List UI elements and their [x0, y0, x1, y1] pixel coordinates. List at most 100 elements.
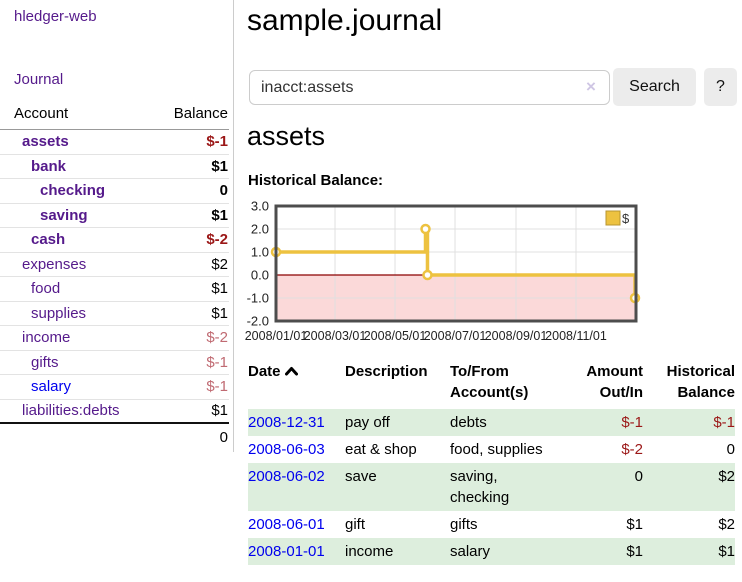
- account-balance: 0: [219, 182, 228, 200]
- sidebar-item-journal[interactable]: Journal: [14, 71, 64, 88]
- transaction-accounts: saving, checking: [450, 468, 510, 506]
- transaction-row[interactable]: 2008-06-01 gift gifts $1 $2: [248, 511, 735, 538]
- account-balance: $1: [211, 157, 228, 175]
- sidebar-account-row: assets $-1: [0, 130, 229, 155]
- transaction-date-link[interactable]: 2008-06-02: [248, 468, 325, 485]
- account-balance: $1: [211, 280, 228, 298]
- chart-title: Historical Balance:: [248, 172, 384, 189]
- transaction-amount: $-2: [621, 441, 643, 458]
- sidebar-account-link-income[interactable]: income: [22, 329, 71, 347]
- sidebar-account-link-bank[interactable]: bank: [31, 157, 67, 175]
- sidebar-account-row: checking 0: [0, 179, 229, 204]
- clear-search-icon[interactable]: ×: [586, 77, 596, 96]
- sidebar-account-link-supplies[interactable]: supplies: [31, 304, 87, 322]
- svg-text:2008/09/01: 2008/09/01: [485, 329, 548, 343]
- svg-text:1.0: 1.0: [251, 245, 269, 260]
- sidebar-account-link-salary[interactable]: salary: [31, 378, 72, 396]
- sidebar-account-row: income $-2: [0, 326, 229, 351]
- column-header-accounts: To/From Account(s): [450, 363, 529, 401]
- transaction-accounts: gifts: [450, 516, 478, 533]
- account-balance: $-1: [206, 353, 228, 371]
- register-table: Date Description To/From Account(s) Amou…: [248, 361, 735, 565]
- transaction-balance: $2: [718, 468, 735, 485]
- transaction-date-link[interactable]: 2008-06-03: [248, 441, 325, 458]
- sidebar-account-link-food[interactable]: food: [31, 280, 61, 298]
- sidebar-account-row: liabilities:debts $1: [0, 400, 229, 424]
- transaction-description: eat & shop: [345, 441, 417, 458]
- column-header-date[interactable]: Date: [248, 361, 345, 409]
- sidebar-account-link-assets[interactable]: assets: [22, 133, 69, 151]
- transaction-accounts: food, supplies: [450, 441, 543, 458]
- sidebar-account-row: supplies $1: [0, 302, 229, 326]
- transaction-row[interactable]: 2008-06-03 eat & shop food, supplies $-2…: [248, 436, 735, 463]
- sidebar-account-row: bank $1: [0, 155, 229, 179]
- historical-balance-chart: 3.0 2.0 1.0 0.0 -1.0 -2.02008/01/012008/03/01…: [245, 199, 641, 343]
- transaction-balance: $2: [718, 516, 735, 533]
- svg-text:-1.0: -1.0: [247, 291, 269, 306]
- account-balance: $-2: [206, 329, 228, 347]
- sidebar-account-link-checking[interactable]: checking: [40, 182, 106, 200]
- transaction-date-link[interactable]: 2008-01-01: [248, 543, 325, 560]
- account-balance: $2: [211, 255, 228, 273]
- transaction-amount: 0: [634, 468, 643, 485]
- svg-text:-2.0: -2.0: [247, 314, 269, 329]
- account-balance: $-1: [206, 378, 228, 396]
- transaction-description: income: [345, 543, 394, 560]
- svg-text:2008/11/01: 2008/11/01: [545, 329, 607, 343]
- column-header-description: Description: [345, 363, 428, 380]
- svg-text:2008/05/01: 2008/05/01: [364, 329, 427, 343]
- brand-link[interactable]: hledger-web: [14, 8, 97, 25]
- svg-text:2.0: 2.0: [251, 222, 269, 237]
- transaction-date-link[interactable]: 2008-12-31: [248, 414, 325, 431]
- account-balance: $-2: [206, 231, 228, 249]
- transaction-row[interactable]: 2008-12-31 pay off debts $-1 $-1: [248, 409, 735, 436]
- sidebar-account-link-cash[interactable]: cash: [31, 231, 66, 249]
- svg-text:$: $: [622, 211, 630, 226]
- page-title: sample.journal: [247, 4, 443, 37]
- transaction-description: save: [345, 468, 377, 485]
- account-heading: assets: [247, 121, 326, 151]
- sidebar-account-row: gifts $-1: [0, 351, 229, 375]
- sidebar-divider: [233, 0, 234, 452]
- transaction-balance: $1: [718, 543, 735, 560]
- sidebar-total-balance: 0: [219, 429, 228, 446]
- transaction-description: gift: [345, 516, 366, 533]
- sidebar-account-row: food $1: [0, 277, 229, 302]
- transaction-row[interactable]: 2008-01-01 income salary $1 $1: [248, 538, 735, 565]
- transaction-date-link[interactable]: 2008-06-01: [248, 516, 325, 533]
- balance-column-header: Balance: [173, 105, 228, 122]
- sidebar-account-row: expenses $2: [0, 253, 229, 277]
- register-header-row: Date Description To/From Account(s) Amou…: [248, 361, 735, 409]
- sidebar-account-link-saving[interactable]: saving: [40, 206, 88, 224]
- transaction-amount: $1: [626, 516, 643, 533]
- svg-text:3.0: 3.0: [251, 199, 269, 214]
- search-input[interactable]: [249, 70, 610, 105]
- account-balance: $1: [211, 206, 228, 224]
- account-balance: $1: [211, 304, 228, 322]
- transaction-balance: $-1: [713, 414, 735, 431]
- sidebar-account-row: saving $1: [0, 204, 229, 228]
- help-button[interactable]: ?: [704, 68, 737, 106]
- sidebar-account-row: cash $-2: [0, 228, 229, 253]
- column-header-amount: Amount Out/In: [586, 363, 643, 401]
- transaction-amount: $-1: [621, 414, 643, 431]
- transaction-row[interactable]: 2008-06-02 save saving, checking 0 $2: [248, 463, 735, 511]
- sort-ascending-icon: [284, 361, 298, 382]
- transaction-accounts: salary: [450, 543, 491, 560]
- sidebar-account-link-liabilities-debts[interactable]: liabilities:debts: [22, 402, 120, 420]
- sidebar-account-link-gifts[interactable]: gifts: [31, 353, 59, 371]
- sidebar-account-link-expenses[interactable]: expenses: [22, 255, 87, 273]
- sidebar-accounts-table: Account Balance assets $-1 bank $1 check…: [0, 103, 229, 451]
- column-header-balance: Historical Balance: [666, 363, 735, 401]
- transaction-accounts: debts: [450, 414, 487, 431]
- sidebar-total-row: 0: [0, 424, 229, 451]
- transaction-amount: $1: [626, 543, 643, 560]
- svg-text:2008/07/01: 2008/07/01: [424, 329, 487, 343]
- sidebar-accounts-header: Account Balance: [0, 103, 229, 130]
- account-column-header: Account: [14, 105, 69, 122]
- svg-text:0.0: 0.0: [251, 268, 269, 283]
- svg-text:2008/03/01: 2008/03/01: [304, 329, 367, 343]
- account-balance: $-1: [206, 133, 228, 151]
- search-button[interactable]: Search: [613, 68, 696, 106]
- svg-text:2008/01/01: 2008/01/01: [245, 329, 308, 343]
